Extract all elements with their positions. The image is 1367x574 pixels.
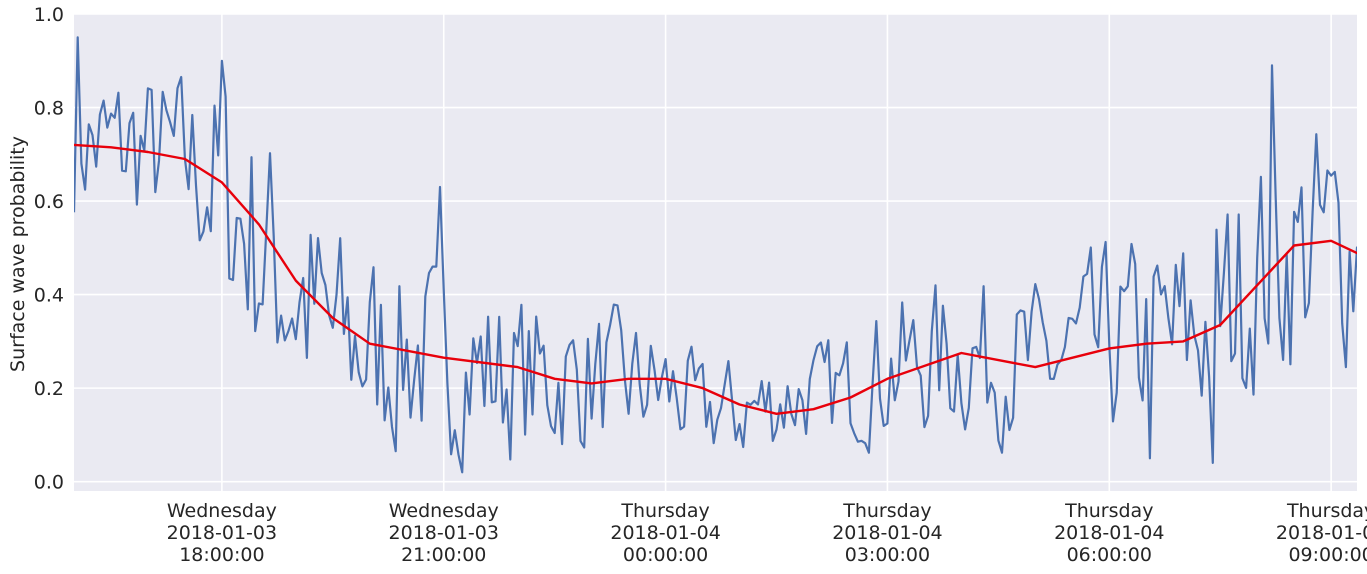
x-tick-label: Thursday 2018-01-04 00:00:00 [610,500,720,566]
x-tick-label-day: Thursday [620,500,709,522]
x-tick-label: Wednesday 2018-01-03 21:00:00 [389,500,499,566]
y-tick-label: 1.0 [34,4,64,26]
y-tick-label: 0.4 [34,285,64,307]
x-tick-label: Thursday 2018-01-04 03:00:00 [832,500,942,566]
y-tick-label: 0.0 [34,472,64,494]
x-tick-label-date: 2018-01-03 [167,522,277,544]
grid [74,13,1357,491]
y-tick-label: 0.8 [34,98,64,120]
y-axis-label: Surface wave probability [7,136,29,372]
y-tick-label: 0.2 [34,378,64,400]
x-tick-label-day: Wednesday [389,500,499,522]
raw-probability-line [74,36,1357,474]
x-tick-label-date: 2018-01-04 [1276,522,1367,544]
x-tick-label-date: 2018-01-04 [1054,522,1164,544]
x-tick-label-date: 2018-01-04 [832,522,942,544]
x-tick-label-date: 2018-01-03 [389,522,499,544]
x-tick-label-time: 18:00:00 [179,544,264,566]
x-tick-label-day: Thursday [1286,500,1367,522]
x-tick-label: Wednesday 2018-01-03 18:00:00 [167,500,277,566]
x-tick-label-time: 21:00:00 [401,544,486,566]
y-tick-label: 0.6 [34,191,64,213]
x-tick-label-date: 2018-01-04 [610,522,720,544]
x-tick-label-time: 06:00:00 [1067,544,1152,566]
x-tick-label-time: 00:00:00 [623,544,708,566]
smoothed-trend-line [74,143,1357,415]
series-group [74,36,1357,474]
x-tick-label-day: Thursday [842,500,931,522]
x-tick-label-time: 09:00:00 [1288,544,1367,566]
plot-background [74,14,1357,491]
x-tick-label-time: 03:00:00 [845,544,930,566]
x-tick-label-day: Wednesday [167,500,277,522]
x-tick-label-day: Thursday [1064,500,1153,522]
x-tick-label: Thursday 2018-01-04 06:00:00 [1054,500,1164,566]
y-axis-ticks: 0.0 0.2 0.4 0.6 0.8 1.0 [34,4,64,494]
